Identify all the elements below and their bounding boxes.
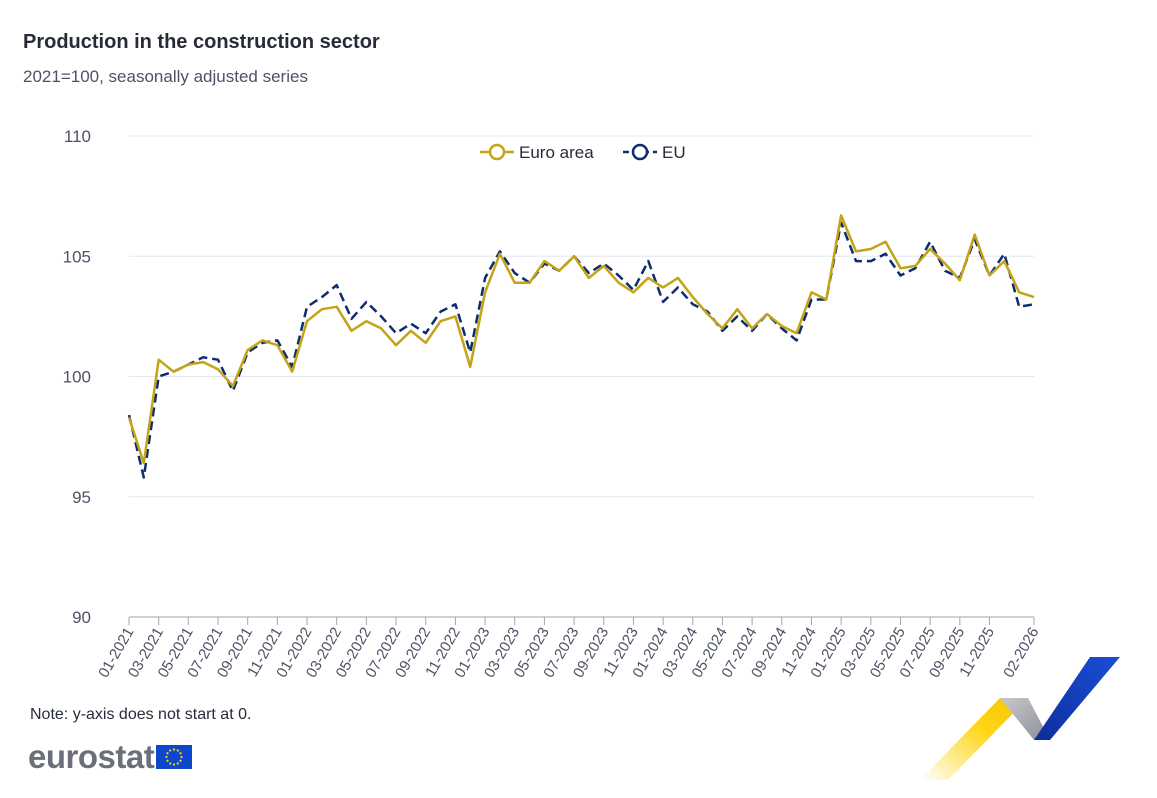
legend-label: Euro area [519, 143, 594, 162]
series-line-eu[interactable] [127, 221, 1035, 479]
flag-star [165, 755, 168, 759]
legend-marker [488, 143, 506, 161]
chart-title: Production in the construction sector [23, 31, 380, 53]
gridlines [129, 135, 1034, 498]
flag-star [179, 752, 182, 755]
flag-star [166, 759, 169, 762]
flag-star [176, 749, 180, 752]
y-axis-tick-labels: 90 95 100 105 110 [63, 127, 91, 627]
series-lines [127, 214, 1035, 479]
legend[interactable]: Euro area EU [480, 143, 686, 162]
eurostat-logo: eurostat [28, 738, 193, 776]
flag-star [180, 755, 183, 759]
flag-star [179, 759, 182, 762]
flag-star [169, 749, 172, 752]
legend-item-eu[interactable]: EU [623, 143, 686, 162]
chart-note: Note: y-axis does not start at 0. [30, 706, 252, 723]
y-tick-label: 105 [63, 247, 91, 266]
eurostat-ribbon-icon [920, 657, 1120, 780]
legend-label: EU [662, 143, 686, 162]
chart-subtitle: 2021=100, seasonally adjusted series [23, 67, 308, 86]
y-tick-label: 100 [63, 368, 91, 387]
eu-flag-icon [156, 745, 193, 769]
y-tick-label: 110 [64, 127, 91, 146]
y-tick-label: 95 [72, 488, 91, 507]
y-tick-label: 90 [72, 608, 91, 627]
legend-marker [631, 143, 649, 161]
logo-text: eurostat [28, 738, 155, 775]
flag-star [166, 752, 169, 755]
flag-star [169, 762, 172, 765]
legend-item-euro-area[interactable]: Euro area [480, 143, 594, 162]
flag-star [176, 762, 180, 765]
series-line-euro-area[interactable] [127, 214, 1035, 465]
flag-star [173, 748, 176, 751]
flag-star [173, 763, 176, 766]
